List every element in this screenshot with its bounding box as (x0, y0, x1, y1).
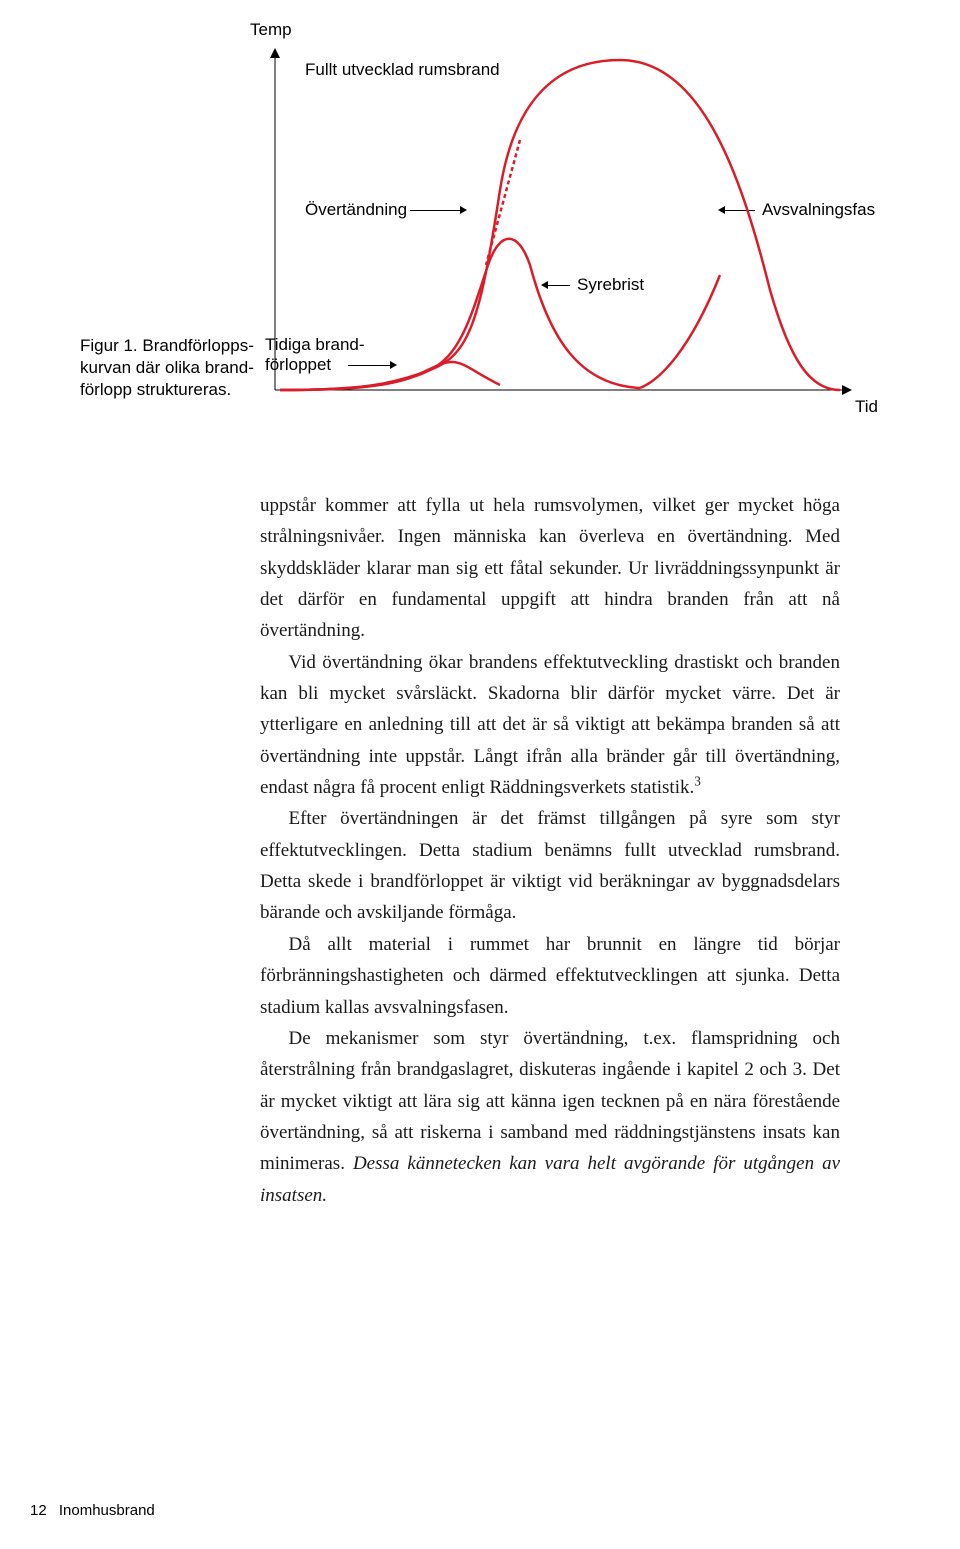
paragraph-1: uppstår kommer att fylla ut hela rumsvol… (260, 490, 840, 647)
page-number: 12 (30, 1502, 47, 1519)
footnote-ref-3: 3 (694, 774, 701, 789)
chart-svg (80, 40, 880, 440)
paragraph-5: De mekanismer som styr övertändning, t.e… (260, 1023, 840, 1211)
paragraph-4: Då allt material i rummet har brunnit en… (260, 929, 840, 1023)
page-footer: 12 Inomhusbrand (30, 1502, 155, 1519)
footer-title: Inomhusbrand (59, 1502, 155, 1519)
y-axis-label: Temp (250, 20, 292, 40)
paragraph-3: Efter övertändningen är det främst tillg… (260, 803, 840, 928)
fire-curve-chart: Temp Fullt utvecklad rumsbrand Övertändn… (80, 40, 880, 440)
p2-text: Vid övertändning ökar brandens effektutv… (260, 652, 840, 798)
page-root: Temp Fullt utvecklad rumsbrand Övertändn… (0, 0, 960, 1549)
paragraph-2: Vid övertändning ökar brandens effektutv… (260, 647, 840, 804)
body-text: uppstår kommer att fylla ut hela rumsvol… (260, 490, 840, 1211)
